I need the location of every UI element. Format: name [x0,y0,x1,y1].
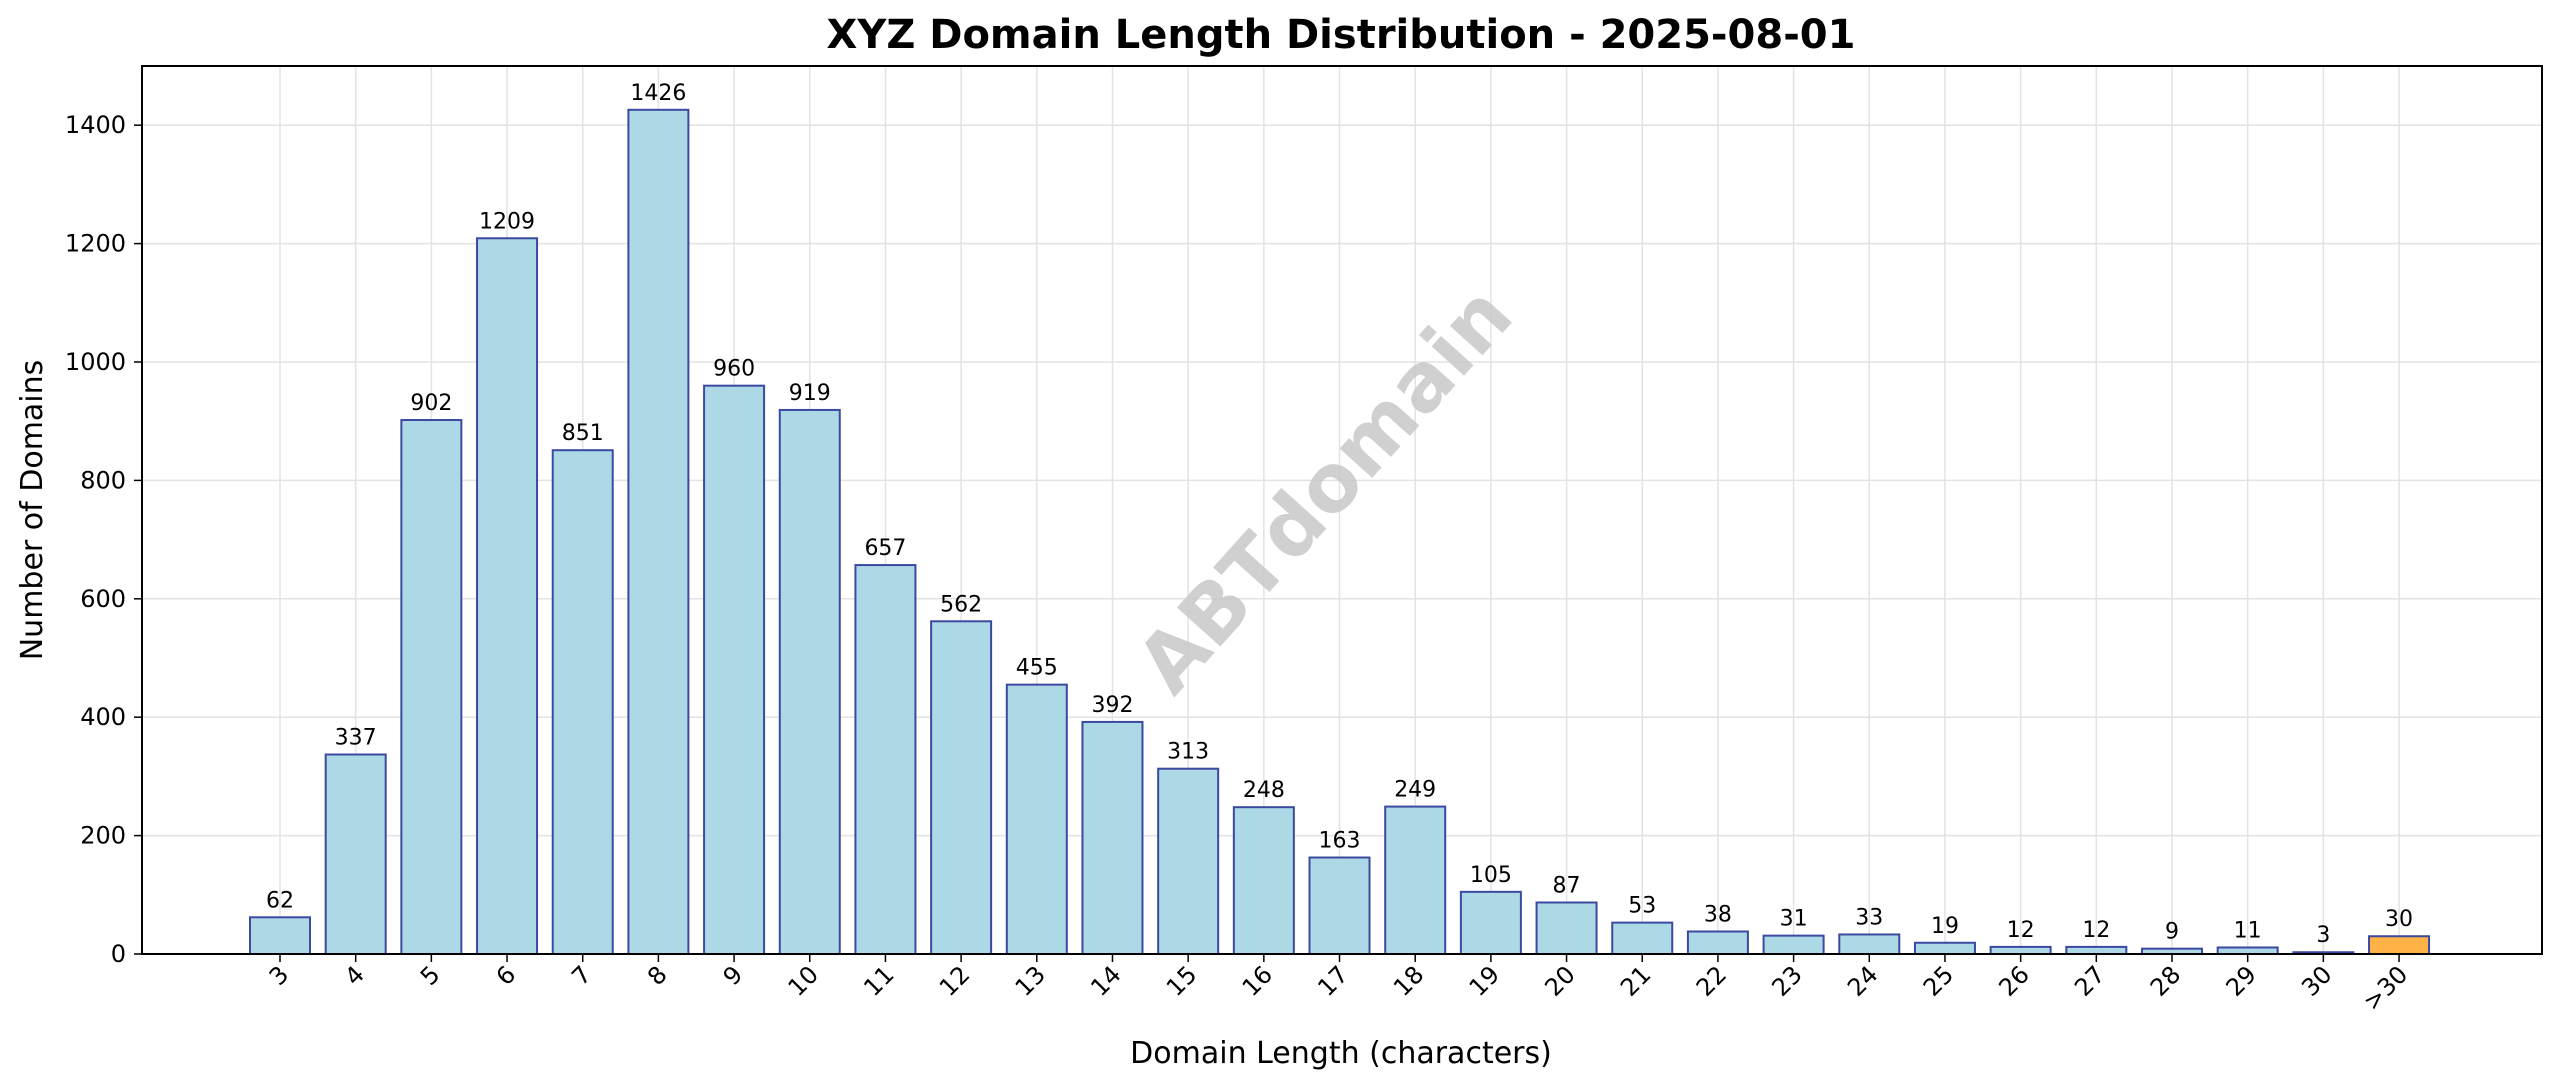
data-label: 62 [266,888,294,913]
bar-11 [854,564,917,956]
data-label: 960 [713,357,755,382]
y-tick-label: 1000 [65,348,126,376]
data-label: 3 [2316,923,2330,948]
data-label: 851 [562,421,604,446]
y-tick-label: 200 [80,822,126,850]
bar-13 [1005,683,1068,955]
bar-10 [778,408,841,955]
data-label: 11 [2234,918,2262,943]
data-label: 657 [864,536,906,561]
plot-frame [141,65,2543,955]
data-label: 12 [2007,918,2035,943]
bar-21 [1611,921,1674,956]
y-tick-label: 1400 [65,111,126,139]
data-label: 19 [1931,914,1959,939]
bar-23 [1762,934,1825,956]
data-label: 248 [1243,778,1285,803]
bar-19 [1459,890,1522,956]
bar-4 [324,753,387,955]
bar-12 [930,620,993,956]
data-labels: 6233790212098511426960919657562455392313… [266,81,2413,948]
data-label: 392 [1091,693,1133,718]
bar-14 [1081,720,1144,955]
data-label: 33 [1855,905,1883,930]
bar->30 [2368,935,2431,955]
data-label: 31 [1780,907,1808,932]
bar-15 [1157,767,1220,955]
bar-26 [1989,945,2052,955]
data-label: 30 [2385,907,2413,932]
data-label: 38 [1704,903,1732,928]
bar-6 [476,237,539,956]
bar-25 [1913,941,1976,956]
bar-17 [1308,856,1371,956]
data-label: 919 [789,381,831,406]
y-tick-label: 600 [80,585,126,613]
x-axis-label: Domain Length (characters) [1130,1036,1552,1071]
bar-8 [627,108,690,956]
data-label: 1209 [479,209,535,234]
y-tick-label: 800 [80,466,126,494]
y-axis-label: Number of Domains [15,360,50,661]
y-tick-label: 1200 [65,230,126,258]
data-label: 337 [335,725,377,750]
data-label: 53 [1628,894,1656,919]
data-label: 105 [1470,863,1512,888]
bar-3 [249,916,311,956]
data-label: 902 [410,391,452,416]
data-label: 87 [1553,873,1581,898]
y-tick-label: 0 [111,940,126,968]
data-label: 163 [1319,829,1361,854]
data-label: 9 [2165,920,2179,945]
data-label: 455 [1016,656,1058,681]
data-label: 562 [940,592,982,617]
data-label: 12 [2082,918,2110,943]
data-label: 1426 [630,81,686,106]
bar-22 [1686,930,1749,956]
bar-27 [2065,945,2128,955]
bar-7 [551,449,614,955]
bar-16 [1232,806,1295,956]
data-label: 249 [1394,778,1436,803]
chart-title: XYZ Domain Length Distribution - 2025-08… [827,12,1856,58]
data-label: 313 [1167,740,1209,765]
bar-9 [703,384,766,955]
bar-18 [1384,805,1447,955]
y-tick-label: 400 [80,703,126,731]
bar-24 [1838,933,1901,955]
bar-20 [1535,901,1598,955]
bar-5 [400,419,463,955]
